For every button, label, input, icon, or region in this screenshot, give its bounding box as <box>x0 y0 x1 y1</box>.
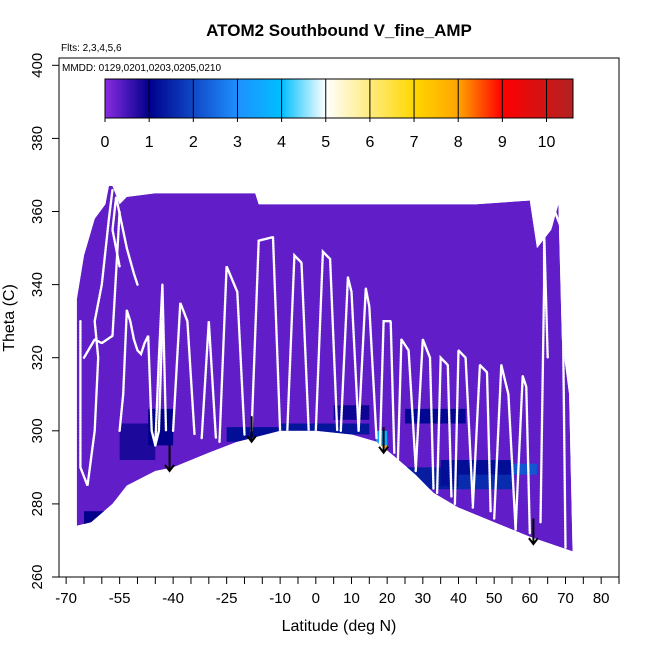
y-axis: 260 280 300 320 340 360 380 400 <box>29 53 59 590</box>
colorbar-tick-label: 2 <box>189 134 198 151</box>
y-axis-label: Theta (C) <box>1 284 18 352</box>
down-arrow-icon <box>164 445 175 473</box>
colorbar-tick-label: 4 <box>277 134 286 151</box>
flight-track <box>435 354 453 498</box>
flight-track <box>514 375 531 535</box>
y-tick-label: 400 <box>29 53 46 78</box>
x-tick-label: 10 <box>343 590 360 607</box>
colorbar-tick-label: 3 <box>233 134 242 151</box>
flight-track <box>314 248 339 432</box>
x-tick-label: -40 <box>162 590 184 607</box>
colorbar: 0 1 2 3 4 5 6 7 8 9 10 <box>101 78 574 151</box>
x-tick-label: -10 <box>269 590 291 607</box>
heatmap-cell <box>376 430 388 446</box>
x-tick-label: -55 <box>109 590 131 607</box>
heatmap-cell <box>511 463 537 475</box>
flight-track <box>339 277 360 432</box>
colorbar-tick-label: 10 <box>538 134 556 151</box>
down-arrow-icon <box>246 416 257 444</box>
flight-track <box>471 362 492 513</box>
profile-arrows <box>164 416 539 546</box>
y-tick-label: 260 <box>29 564 46 589</box>
colorbar-tick-label: 8 <box>454 134 463 151</box>
colorbar-tick-label: 0 <box>101 134 110 151</box>
flight-track <box>539 229 549 524</box>
y-tick-label: 280 <box>29 491 46 516</box>
x-tick-label: -70 <box>55 590 77 607</box>
x-tick-label: 80 <box>593 590 610 607</box>
colorbar-tick-label: 6 <box>365 134 374 151</box>
x-tick-label: 60 <box>521 590 538 607</box>
flight-track <box>111 196 139 286</box>
flights-note: Flts: 2,3,4,5,6 <box>61 43 122 54</box>
y-tick-label: 380 <box>29 126 46 151</box>
heatmap-background <box>76 185 573 552</box>
flight-track <box>250 235 282 432</box>
flight-track <box>200 321 218 440</box>
mmdd-note: MMDD: 0129,0201,0203,0205,0210 <box>62 63 221 74</box>
x-tick-label: 70 <box>557 590 574 607</box>
x-tick-label: -25 <box>216 590 238 607</box>
y-tick-label: 360 <box>29 199 46 224</box>
colorbar-tick-label: 1 <box>145 134 154 151</box>
flight-track <box>286 252 310 432</box>
flight-track <box>82 210 121 359</box>
heatmap-cell <box>280 423 370 435</box>
y-tick-label: 320 <box>29 345 46 370</box>
flight-track <box>493 364 517 531</box>
flight-track <box>79 188 114 487</box>
colorbar-tick-label: 7 <box>410 134 419 151</box>
down-arrow-icon <box>378 427 389 455</box>
flight-track <box>396 335 417 469</box>
x-axis-label: Latitude (deg N) <box>282 618 397 635</box>
chart-title: ATOM2 Southbound V_fine_AMP <box>206 21 472 40</box>
plot-area <box>76 185 573 552</box>
x-tick-label: 40 <box>450 590 467 607</box>
plot-frame <box>58 57 620 578</box>
heatmap-cell <box>83 511 109 526</box>
heatmap-cell <box>333 405 370 420</box>
flight-track <box>453 347 474 506</box>
colorbar-gradient <box>104 78 574 119</box>
flight-track <box>171 302 196 436</box>
x-tick-label: 50 <box>486 590 503 607</box>
x-tick-label: 0 <box>312 590 320 607</box>
heatmap-field <box>76 185 573 552</box>
colorbar-tick-label: 9 <box>498 134 507 151</box>
flight-track <box>414 338 435 491</box>
colorbar-tick-label: 5 <box>321 134 330 151</box>
flight-track <box>218 265 246 443</box>
flight-track <box>378 320 396 454</box>
y-tick-label: 300 <box>29 418 46 443</box>
x-axis: -70 -55 -40 -25 -10 0 10 20 30 40 50 60 70 80 <box>55 577 620 607</box>
heatmap-cell <box>458 474 512 490</box>
x-tick-label: 20 <box>379 590 396 607</box>
flight-track <box>357 288 378 440</box>
y-tick-label: 340 <box>29 272 46 297</box>
x-tick-label: 30 <box>414 590 431 607</box>
down-arrow-icon <box>528 518 539 546</box>
flight-track <box>154 284 168 447</box>
